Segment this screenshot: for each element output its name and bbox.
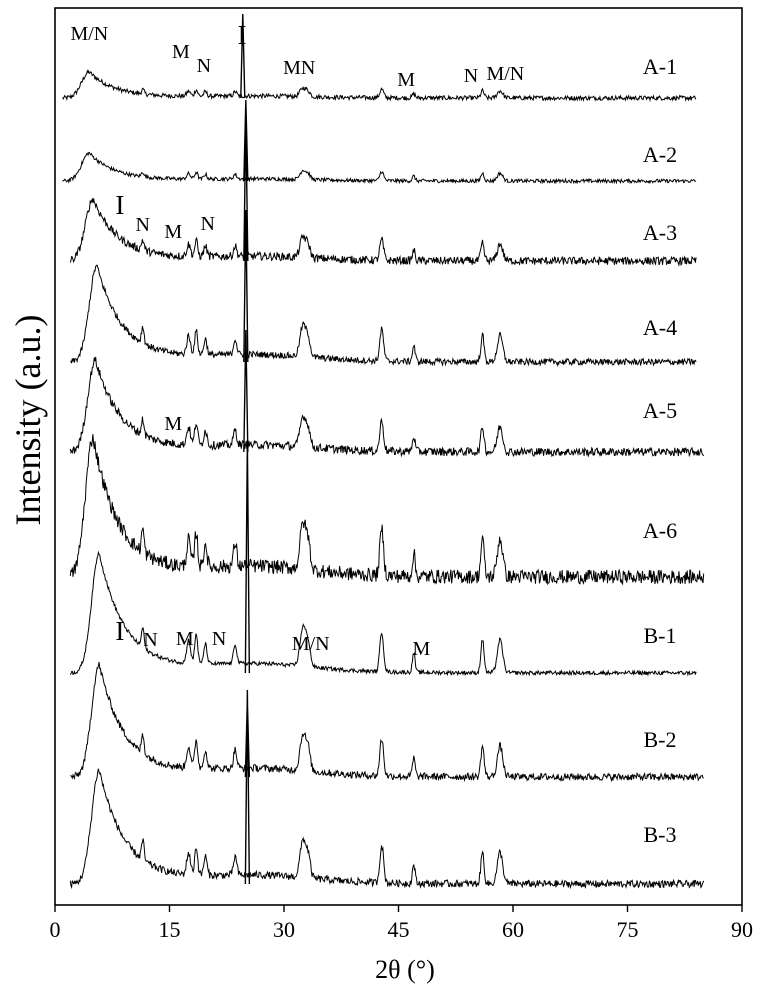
x-tick-label: 45 [388, 917, 410, 942]
plot-frame [54, 7, 743, 906]
peak-label: N [212, 628, 226, 650]
trace-a-2 [62, 151, 697, 185]
peak-label: M [413, 638, 431, 660]
peak-label: M/N [486, 63, 524, 85]
peak-label: M [172, 41, 190, 63]
x-axis-title: 2θ (°) [375, 955, 435, 984]
sample-label-a-1: A-1 [643, 54, 677, 79]
sample-label-a-6: A-6 [643, 518, 677, 543]
traces-group [62, 13, 705, 890]
peak-label: N [464, 65, 478, 87]
peak-label: M/N [292, 633, 330, 655]
x-tick-label: 30 [273, 917, 295, 942]
peak-label: N [136, 214, 150, 236]
trace-a-5 [69, 356, 705, 458]
sample-label-b-2: B-2 [644, 727, 677, 752]
trace-b-3 [69, 768, 705, 890]
sample-label-a-5: A-5 [643, 398, 677, 423]
peak-label: MN [283, 57, 315, 79]
trace-a-3 [69, 197, 697, 267]
sample-label-a-3: A-3 [643, 220, 677, 245]
peak-label: I [115, 190, 124, 220]
sample-label-a-4: A-4 [643, 315, 677, 340]
peak-label: N [197, 55, 211, 77]
trace-a-4 [70, 264, 697, 367]
illite-peak-lines [240, 13, 251, 885]
x-tick-label: 90 [731, 917, 753, 942]
x-axis-ticks: 0 15 30 45 60 75 90 [50, 905, 753, 942]
peak-label: M [397, 69, 415, 91]
sample-label-a-2: A-2 [643, 142, 677, 167]
sample-label-b-1: B-1 [644, 623, 677, 648]
peak-label: M [164, 413, 182, 435]
peak-label: N [143, 629, 157, 651]
sample-labels: A-1 A-2 A-3 A-4 A-5 A-6 B-1 B-2 B-3 [643, 54, 677, 847]
peak-label: M [176, 628, 194, 650]
trace-a-1 [62, 69, 697, 103]
x-tick-label: 15 [159, 917, 181, 942]
trace-a-6 [69, 434, 705, 586]
x-tick-label: 75 [617, 917, 639, 942]
x-tick-label: 60 [502, 917, 524, 942]
peak-label: M/N [70, 23, 108, 45]
x-tick-label: 0 [50, 917, 61, 942]
peak-label: M [164, 221, 182, 243]
sample-label-b-3: B-3 [644, 822, 677, 847]
peak-label: I [115, 616, 124, 646]
peak-label: I [238, 20, 247, 50]
trace-b-1 [69, 550, 697, 677]
peak-label: N [200, 213, 214, 235]
y-axis-title: Intensity (a.u.) [8, 315, 48, 526]
trace-b-2 [70, 661, 704, 783]
